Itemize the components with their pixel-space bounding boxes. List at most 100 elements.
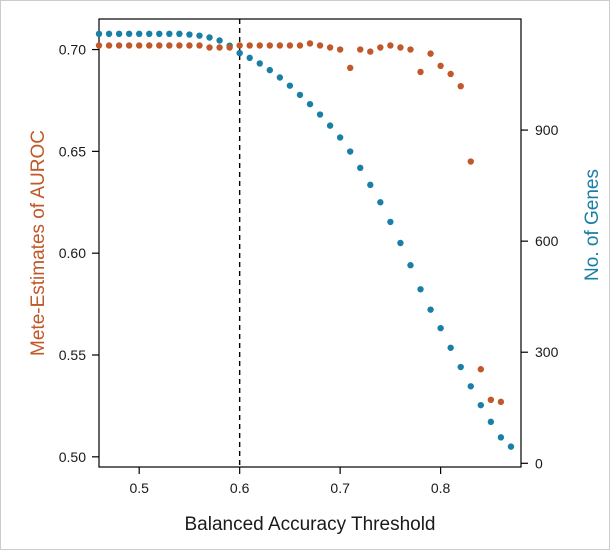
- genes-point: [236, 49, 243, 57]
- y-axis-left: 0.50 0.55 0.60 0.65 0.70: [59, 42, 99, 465]
- y-left-tick-label: 0.65: [59, 143, 86, 159]
- auroc-point: [176, 42, 183, 49]
- genes-point: [336, 134, 344, 141]
- genes-point: [417, 286, 424, 293]
- y-right-tick-label: 600: [535, 233, 559, 249]
- genes-point: [196, 32, 203, 39]
- genes-point: [216, 37, 223, 44]
- genes-point: [266, 66, 274, 74]
- series-genes: [95, 30, 515, 450]
- genes-point: [176, 30, 183, 38]
- auroc-point: [286, 42, 294, 49]
- auroc-point: [397, 44, 404, 51]
- genes-point: [276, 74, 284, 81]
- auroc-point: [427, 50, 434, 57]
- genes-point: [316, 111, 324, 118]
- x-axis-title: Balanced Accuracy Threshold: [184, 514, 435, 535]
- genes-point: [105, 30, 113, 38]
- y-right-tick-label: 900: [535, 122, 559, 138]
- y-right-tick-label: 300: [535, 344, 559, 360]
- auroc-point: [236, 42, 243, 49]
- auroc-point: [377, 44, 384, 51]
- auroc-point: [497, 398, 505, 406]
- genes-point: [296, 91, 304, 99]
- plot-frame: [98, 18, 522, 468]
- x-tick-label: 0.5: [129, 480, 149, 496]
- genes-point: [306, 100, 314, 108]
- y-axis-left-title: Mete-Estimates of AUROC: [28, 130, 49, 356]
- auroc-point: [166, 42, 173, 49]
- auroc-point: [196, 42, 203, 49]
- auroc-point: [306, 40, 314, 47]
- auroc-point: [477, 366, 485, 373]
- genes-point: [156, 30, 163, 38]
- genes-point: [367, 181, 374, 189]
- auroc-point: [447, 70, 454, 78]
- genes-point: [135, 30, 143, 38]
- auroc-point: [226, 44, 233, 51]
- y-axis-right-title: No. of Genes: [582, 169, 603, 281]
- auroc-point: [246, 42, 253, 49]
- auroc-point: [276, 42, 284, 49]
- auroc-point: [186, 42, 193, 49]
- auroc-point: [417, 68, 424, 76]
- x-tick-label: 0.7: [330, 480, 350, 496]
- genes-point: [497, 434, 505, 441]
- auroc-point: [316, 42, 324, 49]
- genes-point: [357, 164, 364, 172]
- auroc-point: [95, 42, 103, 49]
- genes-point: [115, 30, 123, 38]
- auroc-point: [125, 42, 133, 49]
- genes-point: [166, 30, 173, 38]
- genes-point: [407, 262, 414, 269]
- genes-point: [457, 363, 464, 371]
- x-tick-label: 0.8: [431, 480, 451, 496]
- auroc-point: [135, 42, 143, 49]
- y-left-tick-label: 0.60: [59, 245, 86, 261]
- genes-point: [326, 122, 334, 129]
- genes-point: [206, 34, 213, 41]
- genes-point: [427, 306, 434, 313]
- genes-point: [286, 82, 294, 89]
- genes-point: [447, 344, 454, 351]
- auroc-point: [156, 42, 163, 49]
- genes-point: [387, 218, 394, 226]
- auroc-point: [326, 44, 334, 51]
- auroc-point: [216, 44, 223, 51]
- auroc-point: [256, 42, 263, 49]
- genes-point: [437, 324, 444, 332]
- genes-point: [146, 30, 153, 38]
- genes-point: [377, 199, 384, 206]
- genes-point: [397, 239, 404, 247]
- auroc-point: [467, 158, 474, 165]
- auroc-point: [296, 42, 304, 49]
- auroc-point: [115, 42, 123, 49]
- genes-point: [246, 54, 253, 62]
- auroc-point: [206, 44, 213, 51]
- y-left-tick-label: 0.50: [59, 449, 86, 465]
- auroc-point: [105, 42, 113, 49]
- auroc-point: [407, 46, 414, 53]
- y-axis-right: 0 300 600 900: [521, 122, 559, 471]
- x-axis: 0.5 0.6 0.7 0.8: [129, 467, 451, 496]
- genes-point: [346, 148, 354, 155]
- genes-point: [477, 401, 485, 409]
- genes-point: [125, 30, 133, 38]
- y-left-tick-label: 0.70: [59, 42, 86, 58]
- series-auroc: [95, 40, 505, 406]
- auroc-point: [367, 48, 374, 55]
- genes-point: [186, 31, 193, 38]
- auroc-point: [336, 46, 344, 53]
- y-left-tick-label: 0.55: [59, 347, 86, 363]
- auroc-point: [437, 62, 444, 70]
- auroc-point: [357, 46, 364, 53]
- genes-point: [507, 443, 515, 450]
- auroc-point: [346, 64, 354, 72]
- genes-point: [95, 30, 103, 38]
- y-right-tick-label: 0: [535, 455, 543, 471]
- genes-point: [467, 383, 474, 390]
- auroc-point: [266, 42, 274, 49]
- auroc-point: [487, 396, 495, 403]
